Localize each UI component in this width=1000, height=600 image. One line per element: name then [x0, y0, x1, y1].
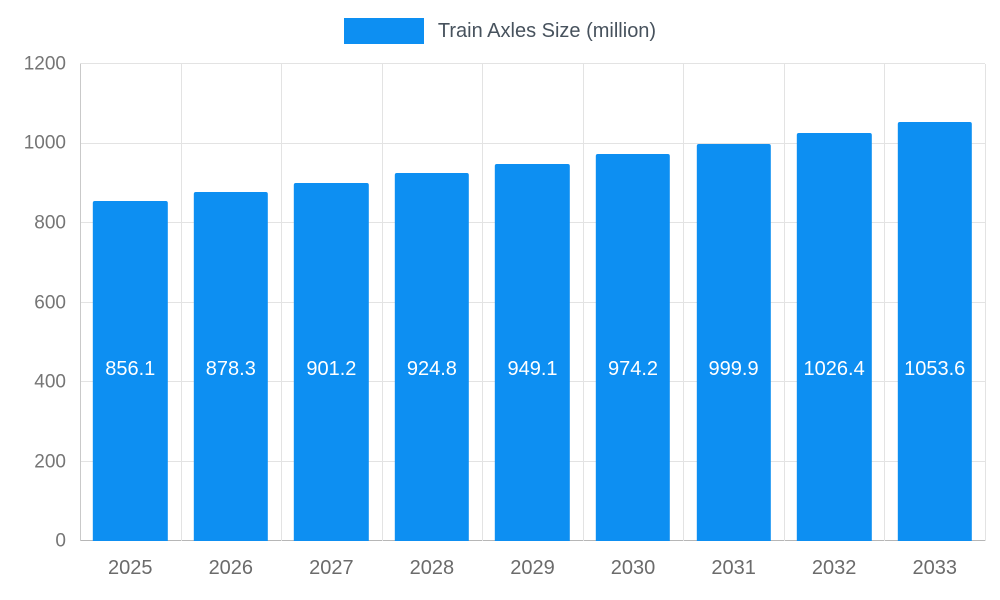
bar-value-label: 974.2	[607, 358, 659, 380]
gridline-horizontal	[80, 63, 985, 64]
x-axis-tick-label: 2033	[912, 557, 957, 579]
y-axis-line	[80, 64, 81, 541]
bar-2029[interactable]: 949.1	[495, 163, 570, 541]
y-axis-tick-label: 200	[34, 451, 66, 472]
bar-value-label: 1053.6	[904, 358, 966, 380]
y-axis-tick-label: 0	[55, 530, 66, 552]
bar-2028[interactable]: 924.8	[394, 173, 470, 541]
gridline-vertical	[683, 64, 685, 541]
bar-value-label: 856.1	[105, 358, 156, 380]
gridline-vertical	[281, 64, 283, 541]
x-axis-tick-label: 2028	[409, 557, 455, 579]
gridline-horizontal	[80, 142, 985, 144]
x-axis-tick-label: 2030	[610, 557, 656, 579]
x-axis-tick-label: 2025	[108, 557, 153, 579]
legend-label: Train Axles Size (million)	[437, 19, 657, 42]
bar-value-label: 878.3	[205, 358, 256, 380]
bar-slot: 2027 901.2	[281, 64, 382, 579]
x-axis-tick-label: 2029	[510, 557, 555, 579]
bar-value-label: 924.8	[406, 358, 457, 380]
y-axis-tick-label: 600	[34, 292, 66, 313]
bar-value-label: 999.9	[708, 358, 759, 380]
plot-area: 0 200 400 600 800 1000 1200 2025 856.1 2026 878.3 2…	[24, 55, 986, 579]
gridline-vertical	[482, 64, 484, 541]
legend-swatch	[343, 18, 424, 44]
bar-2025[interactable]: 856.1	[93, 200, 168, 541]
y-axis-tick-label: 1000	[23, 132, 66, 154]
bar-2033[interactable]: 1053.6	[897, 122, 972, 541]
gridline-vertical	[180, 64, 182, 541]
gridline-vertical	[582, 64, 584, 541]
bar-slot: 2026 878.3	[181, 64, 282, 579]
y-axis-tick-label: 1200	[23, 53, 66, 75]
bar-2027[interactable]: 901.2	[294, 182, 369, 541]
bar-2032[interactable]: 1026.4	[796, 133, 872, 541]
bar-value-label: 1026.4	[803, 358, 865, 380]
gridline-vertical	[783, 64, 785, 541]
x-axis-tick-label: 2027	[309, 557, 354, 579]
bar-value-label: 901.2	[306, 358, 357, 380]
bar-slot: 2028 924.8	[382, 64, 483, 579]
gridline-vertical	[884, 64, 886, 541]
x-axis-tick-label: 2032	[811, 557, 857, 579]
x-axis-tick-label: 2026	[208, 557, 254, 579]
y-axis-tick-label: 800	[34, 212, 66, 234]
bar-slot: 2032 1026.4	[784, 64, 885, 579]
bar-2031[interactable]: 999.9	[696, 143, 771, 541]
gridline-vertical	[985, 64, 986, 541]
x-axis-tick-label: 2031	[711, 557, 756, 579]
bar-slot: 2031 999.9	[683, 64, 784, 579]
bar-slot: 2029 949.1	[482, 64, 583, 579]
bar-value-label: 949.1	[507, 358, 558, 380]
bar-slot: 2033 1053.6	[884, 64, 985, 579]
bar-slot: 2025 856.1	[80, 64, 181, 579]
gridline-vertical	[381, 64, 383, 541]
bar-2026[interactable]: 878.3	[193, 191, 269, 541]
bar-slot: 2030 974.2	[583, 64, 684, 579]
bar-2030[interactable]: 974.2	[595, 153, 671, 541]
chart-legend[interactable]: Train Axles Size (million)	[0, 18, 1000, 44]
y-axis-tick-label: 400	[34, 371, 66, 393]
